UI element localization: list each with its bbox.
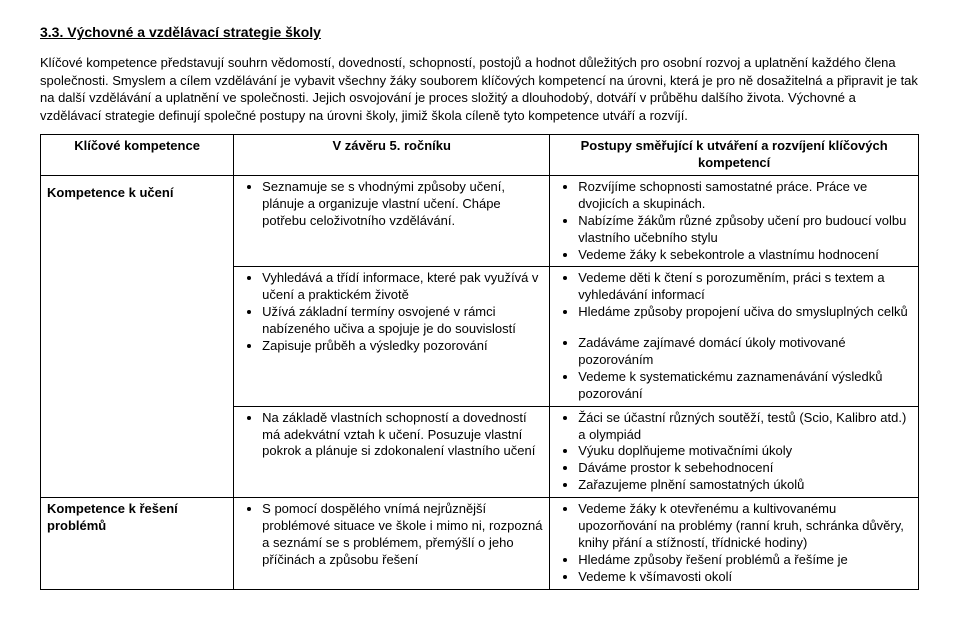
approach-list: Rozvíjíme schopnosti samostatné práce. P… — [556, 179, 912, 263]
table-row: Kompetence k učení Seznamuje se s vhodný… — [41, 175, 919, 266]
header-col3: Postupy směřující k utváření a rozvíjení… — [550, 135, 919, 176]
strategies-table: Klíčové kompetence V závěru 5. ročníku P… — [40, 134, 919, 589]
outcome-cell: Seznamuje se s vhodnými způsoby učení, p… — [234, 175, 550, 266]
header-col2: V závěru 5. ročníku — [234, 135, 550, 176]
outcome-list: Na základě vlastních schopností a dovedn… — [240, 410, 543, 461]
approach-list: Zadáváme zajímavé domácí úkoly motivovan… — [556, 335, 912, 403]
outcome-cell: S pomocí dospělého vnímá nejrůznější pro… — [234, 498, 550, 589]
competence-cell: Kompetence k řešení problémů — [41, 498, 234, 589]
approach-cell: Rozvíjíme schopnosti samostatné práce. P… — [550, 175, 919, 266]
competence-cell: Kompetence k učení — [41, 175, 234, 497]
approach-cell: Žáci se účastní různých soutěží, testů (… — [550, 406, 919, 497]
approach-cell: Vedeme žáky k otevřenému a kultivovanému… — [550, 498, 919, 589]
approach-cell: Vedeme děti k čtení s porozuměním, práci… — [550, 267, 919, 406]
outcome-list: Seznamuje se s vhodnými způsoby učení, p… — [240, 179, 543, 230]
intro-paragraph: Klíčové kompetence představují souhrn vě… — [40, 54, 919, 124]
outcome-list: Vyhledává a třídí informace, které pak v… — [240, 270, 543, 354]
header-col1: Klíčové kompetence — [41, 135, 234, 176]
section-heading: 3.3. Výchovné a vzdělávací strategie ško… — [40, 24, 919, 40]
table-row: Kompetence k řešení problémů S pomocí do… — [41, 498, 919, 589]
approach-list: Vedeme žáky k otevřenému a kultivovanému… — [556, 501, 912, 585]
outcome-cell: Vyhledává a třídí informace, které pak v… — [234, 267, 550, 406]
approach-list: Vedeme děti k čtení s porozuměním, práci… — [556, 270, 912, 321]
approach-list: Žáci se účastní různých soutěží, testů (… — [556, 410, 912, 494]
outcome-cell: Na základě vlastních schopností a dovedn… — [234, 406, 550, 497]
outcome-list: S pomocí dospělého vnímá nejrůznější pro… — [240, 501, 543, 569]
